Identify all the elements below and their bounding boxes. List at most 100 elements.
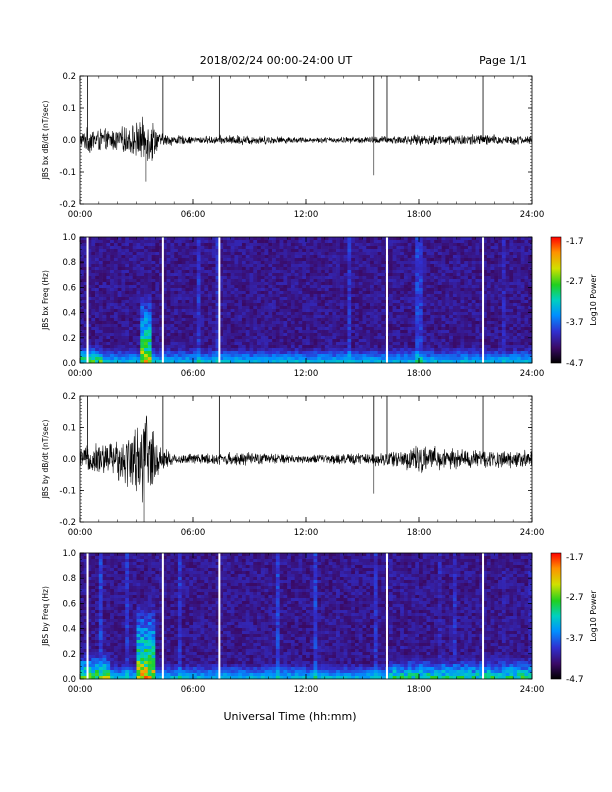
spectrogram-cell	[185, 291, 190, 295]
spectrogram-cell	[486, 273, 491, 277]
spectrogram-cell	[162, 285, 167, 289]
spectrogram-cell	[347, 276, 352, 280]
spectrogram-cell	[241, 303, 247, 307]
spectrogram-cell	[91, 279, 96, 283]
spectrogram-cell	[407, 342, 412, 346]
spectrogram-cell	[343, 240, 348, 244]
spectrogram-cell	[245, 243, 250, 247]
spectrogram-cell	[287, 333, 292, 337]
spectrogram-cell	[505, 351, 510, 355]
spectrogram-cell	[91, 297, 96, 301]
spectrogram-cell	[306, 327, 311, 331]
spectrogram-cell	[151, 333, 156, 337]
spectrogram-cell	[200, 246, 205, 250]
spectrogram-cell	[166, 273, 171, 277]
spectrogram-cell	[354, 303, 360, 307]
spectrogram-cell	[498, 339, 503, 343]
spectrogram-cell	[313, 249, 318, 253]
spectrogram-cell	[501, 300, 506, 304]
spectrogram-cell	[185, 315, 190, 319]
spectrogram-cell	[336, 327, 341, 331]
spectrogram-cell	[181, 276, 186, 280]
spectrogram-cell	[230, 291, 235, 295]
spectrogram-cell	[298, 318, 303, 322]
spectrogram-cell	[358, 357, 363, 361]
spectrogram-cell	[422, 339, 427, 343]
spectrogram-cell	[509, 264, 514, 268]
spectrogram-cell	[471, 306, 476, 310]
spectrogram-cell	[475, 264, 480, 268]
spectrogram-cell	[268, 348, 273, 352]
spectrogram-cell	[128, 333, 134, 337]
spectrogram-cell	[321, 264, 326, 268]
spectrogram-cell	[174, 342, 179, 346]
spectrogram-cell	[193, 309, 198, 313]
spectrogram-cell	[189, 351, 194, 355]
spectrogram-cell	[445, 255, 450, 259]
spectrogram-cell	[249, 282, 254, 286]
spectrogram-cell	[80, 288, 85, 292]
spectrogram-cell	[230, 345, 235, 349]
spectrogram-cell	[449, 249, 454, 253]
spectrogram-cell	[298, 246, 303, 250]
spectrogram-cell	[460, 252, 465, 256]
spectrogram-cell	[80, 282, 85, 286]
spectrogram-cell	[151, 276, 156, 280]
spectrogram-cell	[91, 300, 96, 304]
spectrogram-cell	[298, 342, 303, 346]
spectrogram-cell	[339, 315, 344, 319]
spectrogram-cell	[407, 246, 412, 250]
spectrogram-cell	[253, 360, 258, 364]
spectrogram-cell	[317, 291, 322, 295]
spectrogram-cell	[407, 261, 412, 265]
spectrogram-cell	[332, 261, 337, 265]
spectrogram-cell	[106, 258, 111, 262]
spectrogram-cell	[483, 276, 488, 280]
spectrogram-cell	[332, 300, 337, 304]
spectrogram-cell	[151, 294, 156, 298]
spectrogram-cell	[302, 348, 307, 352]
spectrogram-cell	[332, 351, 337, 355]
spectrogram-cell	[121, 297, 126, 301]
spectrogram-cell	[298, 306, 303, 310]
spectrogram-cell	[185, 270, 190, 274]
spectrogram-cell	[125, 312, 130, 316]
spectrogram-cell	[230, 255, 235, 259]
spectrogram-cell	[268, 324, 273, 328]
spectrogram-cell	[208, 360, 213, 364]
spectrogram-cell	[483, 324, 488, 328]
spectrogram-cell	[151, 267, 156, 271]
spectrogram-cell	[200, 324, 205, 328]
spectrogram-cell	[110, 357, 115, 361]
spectrogram-cell	[509, 237, 514, 241]
spectrogram-cell	[403, 351, 408, 355]
spectrogram-cell	[189, 315, 194, 319]
spectrogram-cell	[490, 261, 495, 265]
spectrogram-cell	[238, 315, 243, 319]
spectrogram-cell	[132, 243, 137, 247]
spectrogram-cell	[125, 261, 130, 265]
spectrogram-cell	[456, 330, 461, 334]
spectrogram-cell	[238, 294, 243, 298]
spectrogram-cell	[494, 333, 499, 337]
spectrogram-cell	[275, 357, 280, 361]
spectrogram-cell	[351, 303, 356, 307]
spectrogram-cell	[479, 318, 484, 322]
spectrogram-cell	[226, 309, 231, 313]
spectrogram-cell	[445, 351, 450, 355]
spectrogram-cell	[411, 261, 416, 265]
spectrogram-cell	[208, 324, 213, 328]
spectrogram-cell	[437, 300, 442, 304]
spectrogram-cell	[298, 303, 303, 307]
spectrogram-cell	[445, 327, 450, 331]
spectrogram-cell	[298, 291, 303, 295]
spectrogram-cell	[106, 255, 111, 259]
spectrogram-cell	[434, 279, 439, 283]
spectrogram-cell	[422, 240, 427, 244]
spectrogram-cell	[434, 285, 439, 289]
spectrogram-cell	[396, 282, 401, 286]
spectrogram-cell	[80, 351, 85, 355]
spectrogram-cell	[98, 345, 103, 349]
spectrogram-cell	[208, 291, 213, 295]
spectrogram-cell	[475, 297, 480, 301]
